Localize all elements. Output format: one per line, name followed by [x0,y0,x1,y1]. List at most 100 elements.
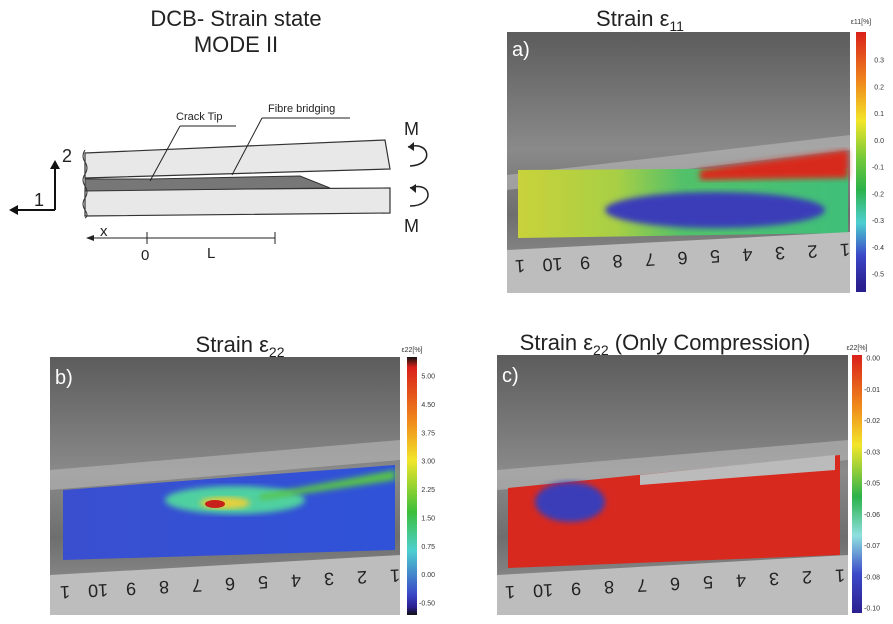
colorbar-tick-label: -0.07 [864,543,880,550]
colorbar-tick-label: 0.00 [421,572,435,579]
title-subscript: 11 [669,18,684,34]
title-text: Strain ε [520,330,594,355]
colorbar-tick-label: 3.00 [421,459,435,466]
ruler-number: 4 [290,570,301,590]
ruler-number: 10 [87,580,108,601]
colorbar-tick-label: 5.00 [421,374,435,381]
ruler-number: 6 [677,248,688,269]
label: Crack Tip [176,111,222,123]
strain-field [535,482,605,522]
ruler-number: 3 [323,569,334,589]
ruler-number: 1 [834,565,845,585]
title-subscript: 22 [269,344,285,360]
colorbar-tick-label: 0.2 [874,84,884,91]
ruler-number: 1 [504,582,515,602]
colorbar-tick-label: 0.0 [874,138,884,145]
ruler-number: 4 [735,570,746,590]
colorbar-tick-label: -0.03 [864,449,880,456]
ruler-number: 6 [669,574,680,594]
colorbar-tick-label: -0.5 [872,272,884,279]
title-text: (Only Compression) [609,330,811,355]
arrowhead [410,184,416,193]
ruler-number: 10 [532,580,553,601]
colorbar-tick-label: -0.05 [864,481,880,488]
colorbar-tick-label: 4.50 [421,402,435,409]
panel-letter: c) [502,365,519,387]
colorbar-tick-label: 0.3 [874,58,884,65]
ruler-number: 7 [636,575,647,595]
upper-beam [85,140,390,178]
strain-field [605,192,825,228]
colorbar-label: ε11[%] [851,19,872,26]
colorbar-tick-label: 0.00 [866,356,880,363]
ruler-number: 8 [603,577,614,597]
colorbar-tick-label: 0.75 [421,544,435,551]
panel-title: Strain ε22 [196,332,285,360]
colorbar [856,32,866,286]
ruler-number: 2 [807,241,818,262]
arrowhead [9,205,18,215]
dimension-label: 0 [141,247,149,264]
ruler-number: 8 [612,251,623,272]
panel-letter: a) [512,39,530,61]
colorbar-tick-label: -0.10 [864,606,880,613]
schematic: DCB- Strain state MODE II Crack Tip Fibr… [9,6,428,264]
arrowhead [86,235,94,241]
ruler-number: 3 [768,569,779,589]
label: Fibre bridging [268,103,335,115]
colorbar [407,357,417,615]
ruler-number: 5 [709,246,720,267]
colorbar-tick-label: -0.08 [864,574,880,581]
moment-label: M [404,119,419,139]
ruler-number: 3 [774,243,785,264]
ruler-number: 1 [389,565,400,585]
colorbar [852,355,862,613]
ruler-number: 5 [702,572,713,592]
colorbar-tick-label: 0.1 [874,111,884,118]
ruler-number: 2 [801,567,812,587]
figure: DCB- Strain state MODE II Crack Tip Fibr… [0,0,893,619]
panel-title: Strain ε22 (Only Compression) [520,330,811,358]
axis-label: 2 [62,146,72,166]
moment-label: M [404,216,419,236]
ruler-number: 4 [742,244,753,265]
title-text: Strain ε [596,6,670,31]
axis-label: 1 [34,190,44,210]
arrowhead [408,142,414,151]
colorbar-tick-label: -0.1 [872,165,884,172]
dimension-label: L [207,245,215,262]
ruler-number: 6 [224,574,235,594]
ruler-number: 1 [59,582,70,602]
ruler-number: 5 [257,572,268,592]
schematic-title: MODE II [194,32,278,57]
ruler-number: 9 [125,578,136,598]
colorbar-label: ε22[%] [401,347,422,354]
title-subscript: 22 [593,342,609,358]
colorbar [856,286,866,292]
colorbar-tick-label: -0.06 [864,512,880,519]
colorbar-tick-label: -0.50 [419,601,435,608]
lower-beam [85,188,390,216]
ruler-number: 7 [644,249,655,270]
title-text: Strain ε [196,332,270,357]
schematic-title: DCB- Strain state [150,6,321,31]
colorbar-tick-label: 2.25 [421,487,435,494]
colorbar-tick-label: -0.2 [872,191,884,198]
crack-zone [85,176,330,191]
panel-title: Strain ε11 [596,6,684,34]
colorbar-tick-label: 3.75 [421,430,435,437]
colorbar-tick-label: -0.01 [864,387,880,394]
ruler-number: 1 [839,239,850,260]
arrowhead [50,160,60,169]
ruler-number: 1 [514,256,525,277]
colorbar-tick-label: -0.02 [864,418,880,425]
ruler-number: 9 [570,578,581,598]
ruler-number: 8 [158,577,169,597]
colorbar-tick-label: -0.4 [872,245,884,252]
panel-letter: b) [55,367,73,389]
dimension-label: x [100,223,108,240]
colorbar-label: ε22[%] [846,345,867,352]
ruler-number: 7 [191,575,202,595]
ruler-number: 2 [356,567,367,587]
colorbar-tick-label: 1.50 [421,515,435,522]
